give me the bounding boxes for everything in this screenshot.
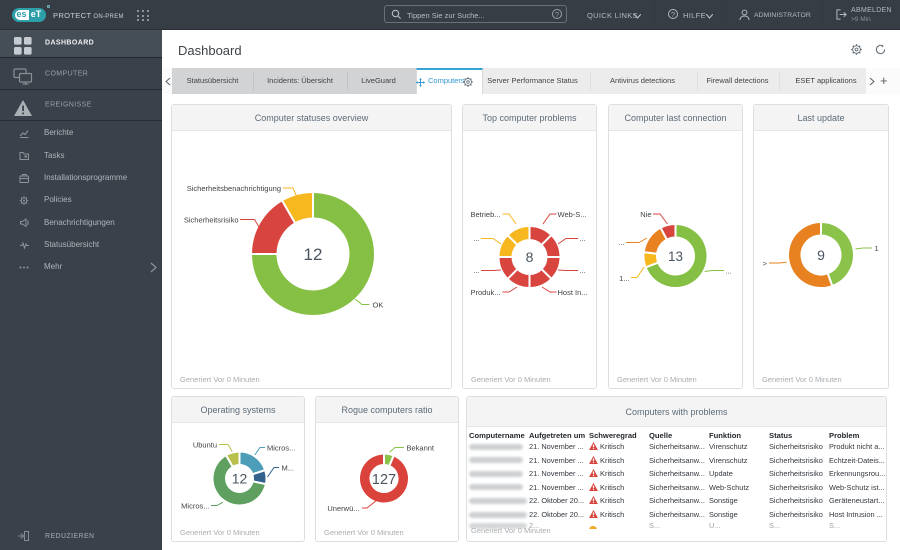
svg-text:Betrieb...: Betrieb... bbox=[470, 210, 500, 219]
svg-text:Nie: Nie bbox=[640, 210, 651, 219]
svg-text:...: ... bbox=[473, 266, 479, 275]
svg-text:>: > bbox=[763, 259, 768, 268]
svg-text:1: 1 bbox=[875, 244, 879, 253]
svg-text:...: ... bbox=[473, 234, 479, 243]
svg-text:...: ... bbox=[580, 266, 586, 275]
svg-text:...: ... bbox=[580, 234, 586, 243]
svg-text:M...: M... bbox=[282, 464, 295, 473]
svg-text:1...: 1... bbox=[619, 274, 629, 283]
svg-text:Micros...: Micros... bbox=[267, 444, 295, 453]
svg-text:Host In...: Host In... bbox=[558, 288, 588, 297]
svg-text:12: 12 bbox=[232, 471, 248, 487]
svg-text:Micros...: Micros... bbox=[181, 502, 209, 511]
svg-text:127: 127 bbox=[372, 472, 396, 488]
svg-text:OK: OK bbox=[373, 301, 384, 310]
svg-text:Bekannt: Bekannt bbox=[407, 444, 435, 453]
svg-text:Web-S...: Web-S... bbox=[558, 210, 587, 219]
svg-text:Sicherheitsrisiko: Sicherheitsrisiko bbox=[184, 216, 239, 225]
svg-text:9: 9 bbox=[817, 247, 825, 263]
svg-text:...: ... bbox=[618, 238, 624, 247]
svg-text:Unerwü...: Unerwü... bbox=[327, 504, 359, 513]
svg-text:13: 13 bbox=[668, 249, 683, 264]
svg-text:Ubuntu: Ubuntu bbox=[193, 441, 217, 450]
svg-text:Produk...: Produk... bbox=[470, 288, 500, 297]
svg-text:Sicherheitsbenachrichtigung: Sicherheitsbenachrichtigung bbox=[187, 184, 281, 193]
svg-text:8: 8 bbox=[526, 249, 534, 265]
svg-text:...: ... bbox=[726, 267, 732, 276]
svg-text:12: 12 bbox=[304, 245, 323, 264]
